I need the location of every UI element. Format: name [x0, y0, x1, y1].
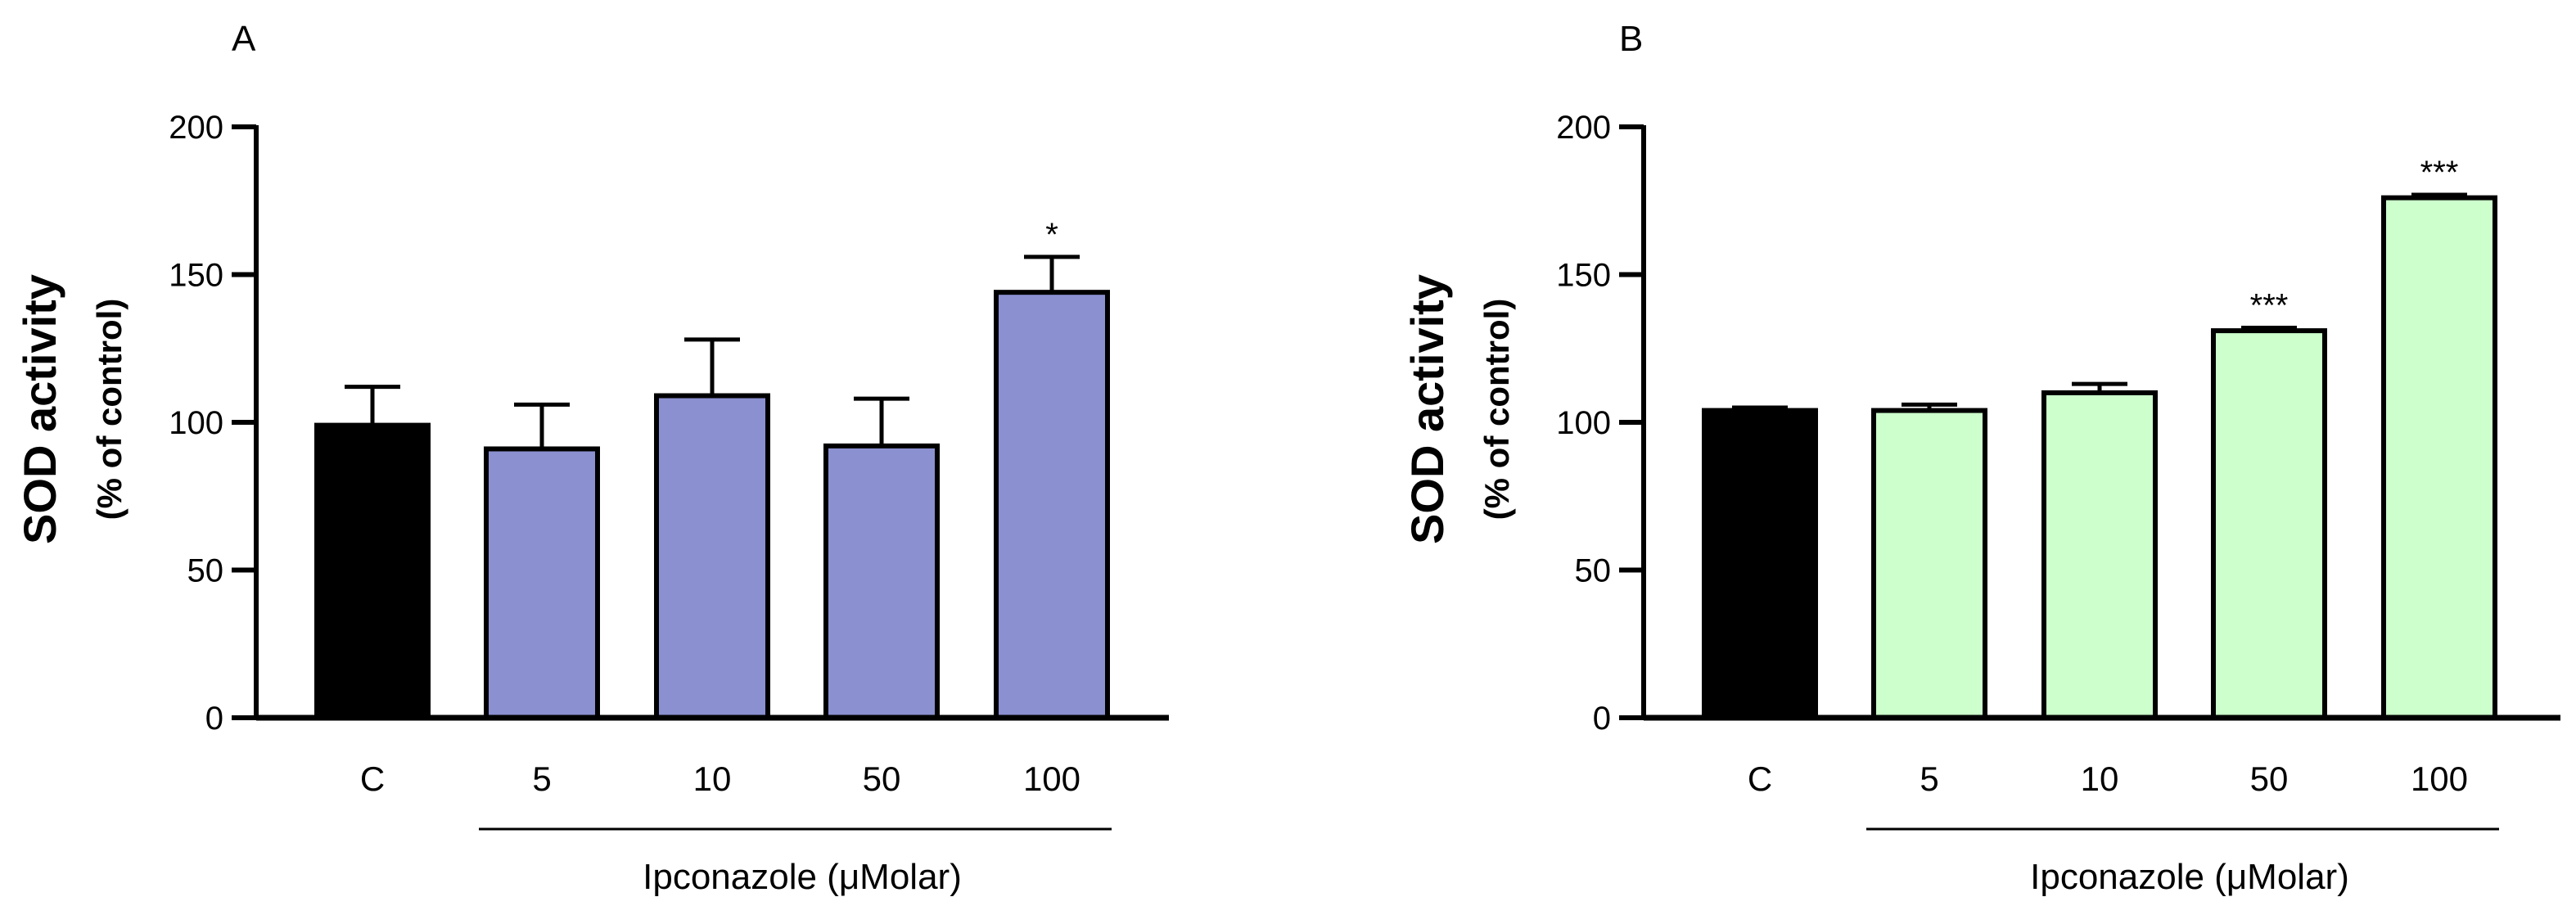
panel-a-ylabel: SOD activity	[14, 274, 65, 544]
panel-a-y-tick-label-4: 200	[169, 110, 223, 146]
panel-a-category-label-4: 100	[1023, 759, 1080, 798]
panel-b-y-tick-label-3: 150	[1556, 258, 1611, 294]
panel-b-bar-1	[1871, 408, 1987, 720]
panel-a-y-tick-label-0: 0	[205, 701, 223, 737]
panel-a-y-tick-label-1: 50	[187, 553, 224, 589]
panel-b-category-label-3: 50	[2250, 759, 2289, 798]
panel-b-bar-2	[2041, 390, 2158, 720]
panel-b-category-label-0: C	[1748, 759, 1772, 798]
panel-b-bar-3	[2211, 328, 2327, 720]
panel-a-bar-3	[823, 443, 940, 720]
panel-a-y-tick-label-2: 100	[169, 405, 223, 441]
panel-b-y-tick-label-1: 50	[1575, 553, 1612, 589]
panel-a-ylabel-sub: (% of control)	[90, 299, 129, 521]
panel-b-y-tick-label-2: 100	[1556, 405, 1611, 441]
panel-a-label: A	[232, 19, 256, 59]
panel-b-chart: B SOD activity (% of control) Ipconazole…	[1401, 19, 2560, 897]
panel-a-y-axis-title: SOD activity (% of control)	[14, 274, 129, 544]
panel-b-category-label-2: 10	[2081, 759, 2119, 798]
panel-b-y-axis-title: SOD activity (% of control)	[1401, 274, 1516, 544]
panel-b-label: B	[1619, 19, 1643, 59]
panel-a-xlabel: Ipconazole (μMolar)	[643, 857, 962, 897]
panel-a-bar-1	[484, 446, 600, 720]
panel-a-category-label-3: 50	[863, 759, 901, 798]
panel-a-significance-4: *	[1045, 217, 1058, 253]
panel-b-category-label-4: 100	[2411, 759, 2468, 798]
panel-b-ylabel: SOD activity	[1401, 274, 1453, 544]
panel-a-category-label-2: 10	[693, 759, 732, 798]
panel-b-significance-3: ***	[2250, 287, 2289, 323]
panel-a-y-tick-label-3: 150	[169, 258, 223, 294]
panel-a-bar-4	[994, 290, 1110, 721]
panel-b-y-tick-label-4: 200	[1556, 110, 1611, 146]
panel-b-category-label-1: 5	[1920, 759, 1938, 798]
panel-a-bar-0	[314, 422, 431, 720]
panel-a-category-label-0: C	[360, 759, 385, 798]
panel-b-bar-4	[2381, 195, 2497, 720]
panel-b-bar-0	[1702, 408, 1818, 720]
panel-b-significance-4: ***	[2420, 155, 2459, 191]
panel-a-bar-2	[654, 393, 770, 720]
panel-a-chart: A SOD activity (% of control) Ipconazole…	[14, 19, 1169, 897]
panel-a-category-label-1: 5	[532, 759, 551, 798]
panel-b-ylabel-sub: (% of control)	[1477, 299, 1516, 521]
panel-b-y-tick-label-0: 0	[1593, 701, 1611, 737]
panel-b-xlabel: Ipconazole (μMolar)	[2030, 857, 2349, 897]
